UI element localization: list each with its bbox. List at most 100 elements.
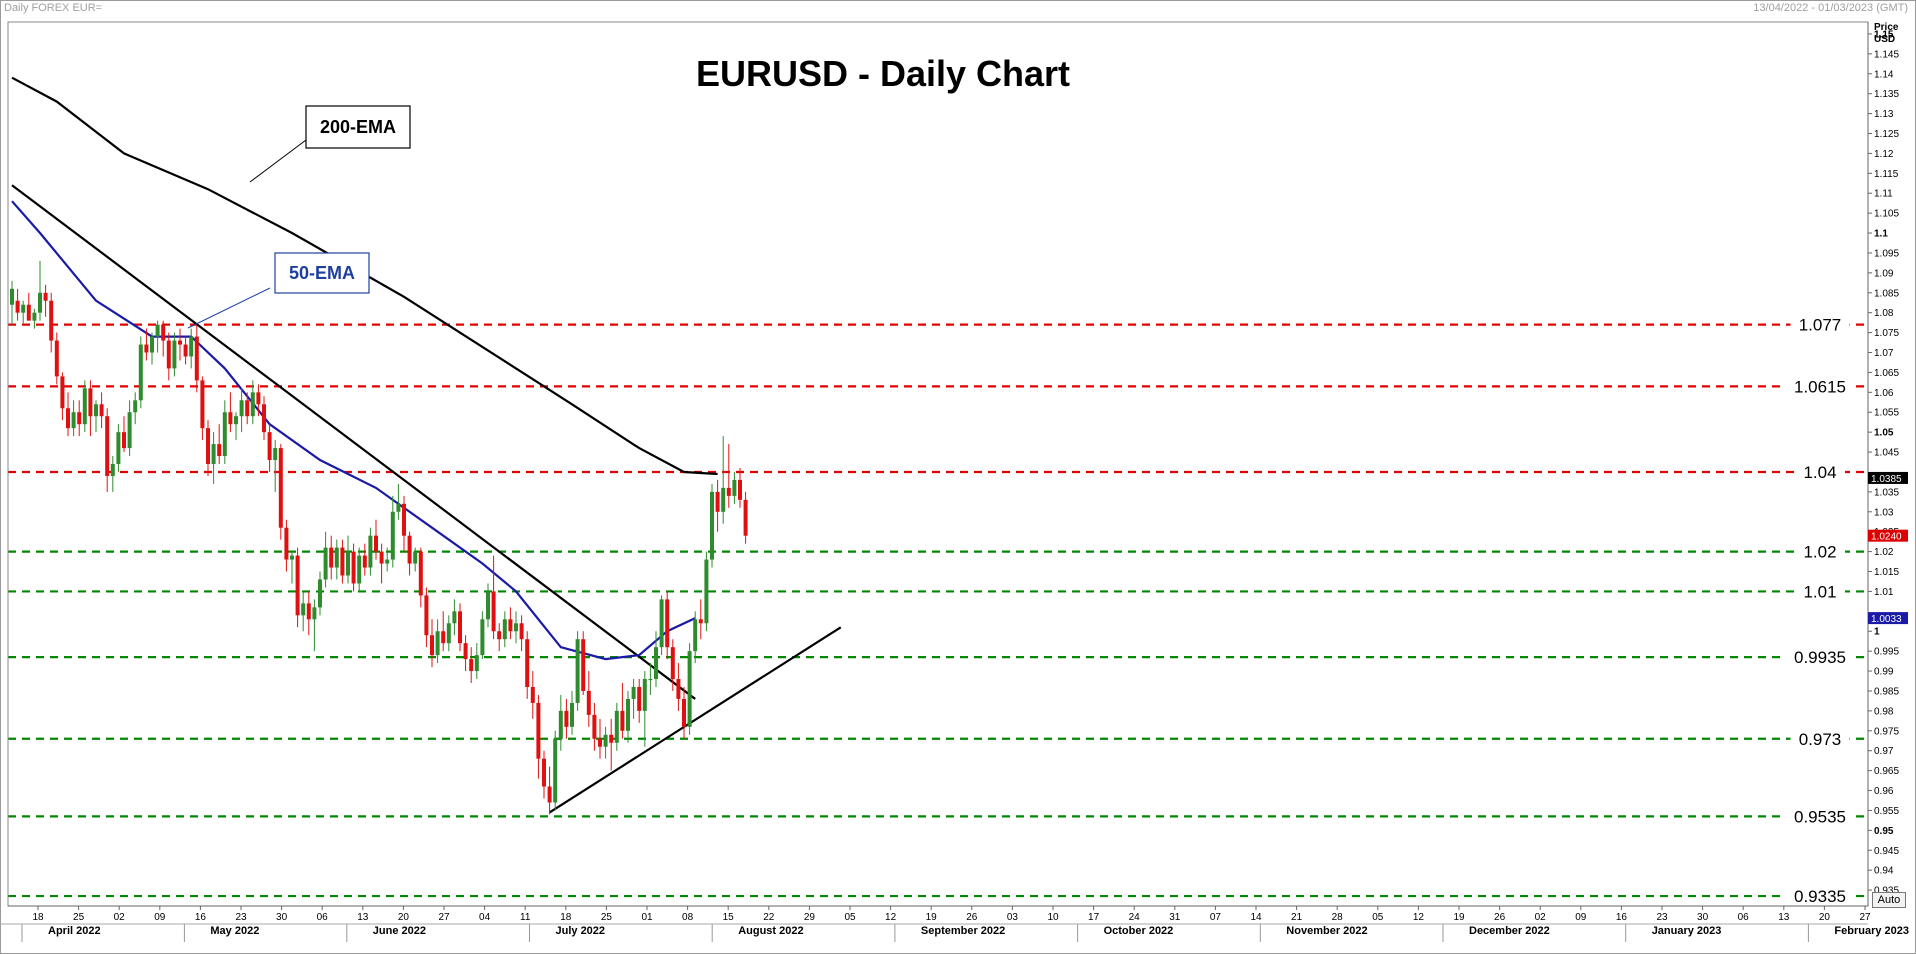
- level-label-bg: [1790, 314, 1850, 335]
- month-label: October 2022: [1104, 925, 1174, 937]
- x-tick-label: 23: [235, 912, 247, 923]
- candle-body: [183, 344, 188, 357]
- candle-body: [402, 503, 406, 536]
- candle-body: [626, 698, 630, 731]
- level-label: 0.9335: [1794, 887, 1846, 906]
- candle-body: [144, 344, 149, 353]
- candle-body: [71, 412, 76, 429]
- candle-body: [222, 412, 227, 457]
- candle-body: [38, 292, 42, 313]
- candle-body: [250, 392, 255, 417]
- candle-body: [256, 392, 261, 405]
- candle-body: [407, 535, 412, 564]
- x-tick-label: 13: [1778, 912, 1790, 923]
- level-label: 1.01: [1803, 582, 1836, 601]
- month-label: December 2022: [1469, 925, 1550, 937]
- candle-body: [530, 686, 535, 703]
- y-tick-label: 1.075: [1874, 328, 1899, 339]
- candle-body: [497, 631, 502, 640]
- horizontal-levels: 1.077 1.0615 1.04 1.02 1.01 0.9935 0.973 0.9535…: [8, 314, 1868, 907]
- x-tick-label: 30: [276, 912, 288, 923]
- y-tick-label: 0.965: [1874, 766, 1899, 777]
- y-tick-label: 1.12: [1874, 149, 1894, 160]
- x-tick-label: 11: [520, 912, 531, 923]
- candle-body: [318, 579, 322, 608]
- candle-body: [620, 710, 625, 731]
- ema200-callout-pointer: [249, 139, 307, 183]
- x-tick-label: 21: [1291, 912, 1303, 923]
- y-tick-label: 1.09: [1874, 268, 1894, 279]
- candle-body: [441, 631, 446, 644]
- candle-body: [575, 639, 580, 703]
- candle-body: [267, 432, 272, 461]
- candle-body: [379, 551, 384, 564]
- candle-body: [654, 647, 658, 680]
- candle-body: [474, 655, 479, 672]
- candle-body: [301, 603, 306, 616]
- indicator-lines: [11, 76, 842, 814]
- y-tick-label: 0.95: [1874, 826, 1894, 837]
- candle-body: [614, 710, 619, 743]
- price-badge: [1868, 471, 1908, 484]
- x-tick-label: 10: [1047, 912, 1059, 923]
- candle-body: [385, 559, 390, 564]
- y-tick-label: 0.955: [1874, 806, 1899, 817]
- x-tick-label: 22: [763, 912, 775, 923]
- candle-body: [581, 639, 586, 691]
- y-tick-label: 1.14: [1874, 69, 1894, 80]
- candle-body: [306, 603, 311, 620]
- y-tick-label: 0.96: [1874, 786, 1894, 797]
- trendline: [11, 184, 696, 700]
- candle-body: [110, 464, 115, 476]
- candle-body: [127, 412, 132, 449]
- y-tick-label: 0.99: [1874, 667, 1894, 678]
- candle-body: [648, 679, 653, 681]
- level-label: 1.04: [1803, 463, 1836, 482]
- candle-body: [486, 591, 490, 620]
- candle-body: [82, 388, 87, 425]
- candle-body: [598, 738, 602, 747]
- month-label: June 2022: [373, 925, 426, 937]
- x-tick-label: 25: [73, 912, 85, 923]
- candle-body: [637, 686, 642, 711]
- candle-body: [290, 555, 294, 560]
- candle-body: [424, 595, 429, 636]
- level-label-bg: [1795, 541, 1845, 562]
- x-tick-label: 12: [885, 912, 897, 923]
- candle-body: [351, 551, 356, 584]
- y-tick-label: 0.94: [1874, 866, 1894, 877]
- x-tick-label: 20: [1819, 912, 1831, 923]
- candle-body: [547, 786, 552, 803]
- y-tick-label: 1.13: [1874, 109, 1894, 120]
- candle-body: [323, 547, 328, 580]
- y-tick-label: 1.045: [1874, 448, 1899, 459]
- x-tick-label: 30: [1697, 912, 1709, 923]
- level-label-bg: [1790, 728, 1850, 749]
- candle-body: [435, 631, 440, 656]
- x-tick-label: 09: [154, 912, 166, 923]
- candle-body: [396, 503, 401, 512]
- auto-scale-button[interactable]: Auto: [1872, 892, 1906, 908]
- candle-body: [189, 336, 194, 357]
- y-tick-label: 0.945: [1874, 846, 1899, 857]
- x-tick-label: 07: [1210, 912, 1222, 923]
- level-label: 0.9935: [1794, 648, 1846, 667]
- y-tick-label: 0.995: [1874, 647, 1899, 658]
- candle-body: [413, 551, 418, 564]
- candle-body: [43, 292, 48, 301]
- candle-body: [15, 300, 20, 313]
- x-tick-label: 20: [398, 912, 410, 923]
- y-tick-label: 0.98: [1874, 706, 1894, 717]
- candle-body: [26, 304, 31, 321]
- level-label-bg: [1786, 806, 1854, 827]
- ema200-callout-box: [305, 105, 411, 149]
- candle-body: [211, 444, 216, 464]
- candle-body: [172, 340, 177, 369]
- candle-body: [88, 388, 93, 417]
- ema50-callout-label: 50-EMA: [289, 263, 355, 283]
- x-tick-label: 03: [1007, 912, 1019, 923]
- price-badge: [1868, 612, 1908, 625]
- candle-body: [603, 734, 608, 747]
- price-badge: [1868, 529, 1908, 542]
